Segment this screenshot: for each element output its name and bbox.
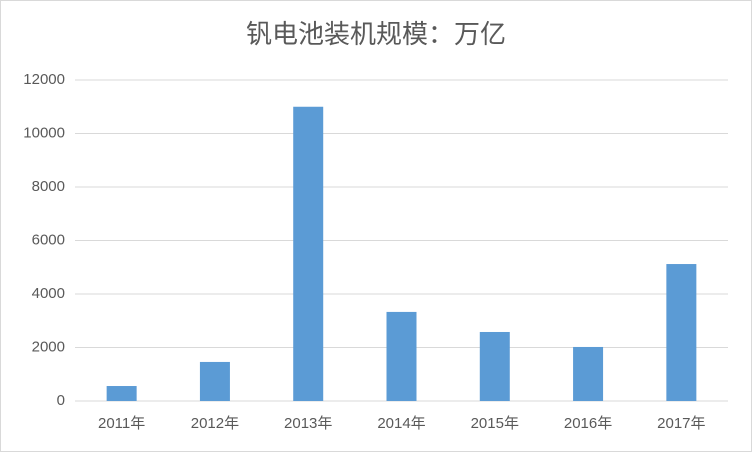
bar <box>479 331 510 401</box>
x-tick-label: 2012年 <box>191 415 239 432</box>
bar <box>106 386 137 401</box>
x-tick-label: 2014年 <box>377 415 425 432</box>
x-tick-label: 2011年 <box>98 415 145 432</box>
y-tick-label: 6000 <box>32 231 65 248</box>
bar <box>666 264 697 401</box>
bar <box>386 311 417 401</box>
bar <box>199 361 230 401</box>
bar <box>293 106 324 401</box>
chart-title: 钒电池装机规模：万亿 <box>246 19 506 49</box>
x-tick-label: 2013年 <box>284 415 332 432</box>
y-tick-label: 2000 <box>32 338 65 355</box>
x-tick-label: 2017年 <box>657 415 705 432</box>
x-tick-label: 2016年 <box>564 415 612 432</box>
y-tick-label: 4000 <box>32 285 65 302</box>
y-tick-label: 10000 <box>23 124 65 141</box>
y-tick-label: 8000 <box>32 178 65 195</box>
y-tick-label: 12000 <box>23 71 65 88</box>
y-tick-label: 0 <box>57 392 65 409</box>
x-tick-label: 2015年 <box>471 415 519 432</box>
bar <box>573 346 604 401</box>
